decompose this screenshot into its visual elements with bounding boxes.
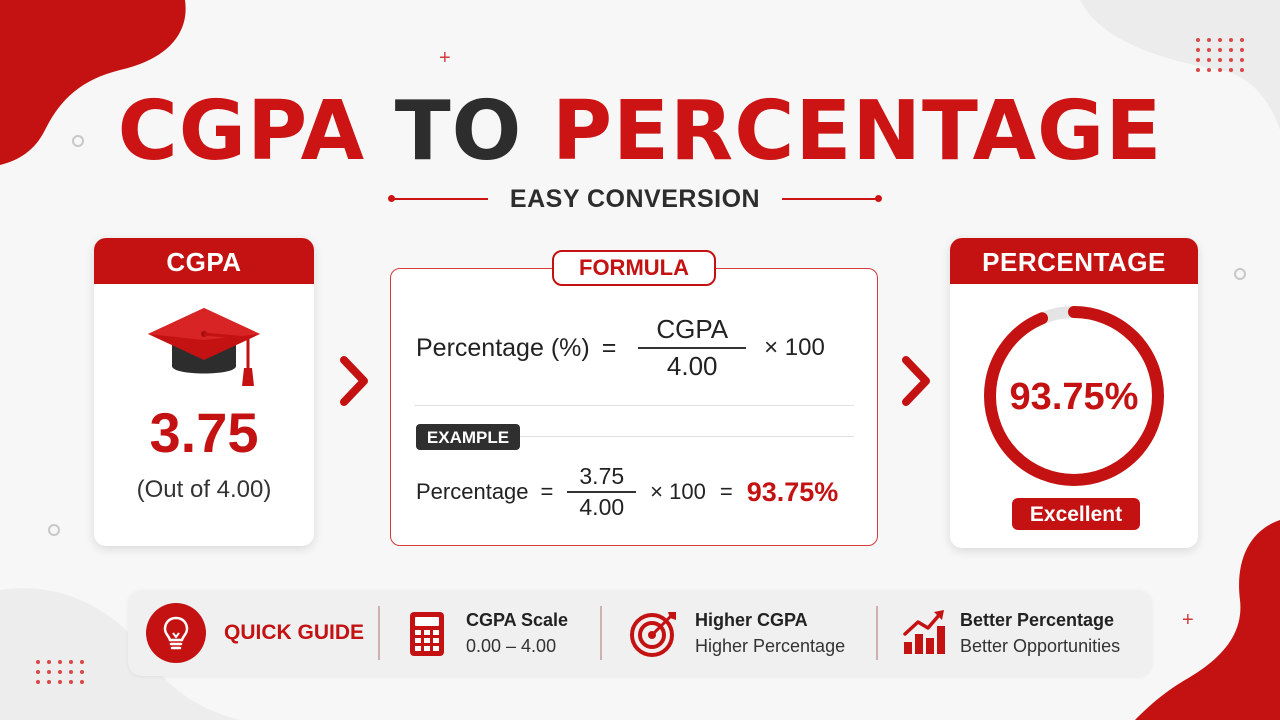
cgpa-scale: (Out of 4.00) — [136, 476, 272, 503]
title-cgpa: CGPA — [117, 84, 366, 179]
red-blob-bottom-right — [1135, 520, 1280, 720]
guide-separator — [378, 606, 380, 660]
graduation-cap-icon — [148, 308, 260, 386]
guide-item-title: Better Percentage — [960, 610, 1115, 630]
calculator-icon — [410, 612, 444, 656]
plus-decoration: + — [439, 47, 451, 69]
status-badge: Excellent — [1012, 498, 1140, 530]
subtitle-line-right — [782, 195, 882, 202]
dot-grid-decoration — [1196, 38, 1245, 72]
plus-decoration: + — [1182, 609, 1194, 631]
example-lhs: Percentage — [416, 479, 529, 504]
guide-item-subtitle: 0.00 – 4.00 — [466, 636, 557, 656]
guide-item-subtitle: Better Opportunities — [960, 636, 1121, 656]
cgpa-value: 3.75 — [149, 401, 259, 464]
cgpa-card: CGPA 3.75 (Out of 4.00) — [94, 238, 314, 546]
example-numerator: 3.75 — [579, 463, 625, 489]
formula-row: Percentage (%) = CGPA 4.00 × 100 — [416, 312, 843, 384]
progress-ring-fill — [984, 306, 1164, 486]
example-equals: = — [540, 479, 554, 504]
cgpa-card-header: CGPA — [94, 238, 314, 284]
fraction-bar — [567, 491, 637, 493]
guide-item-title: CGPA Scale — [466, 610, 569, 630]
example-tag: EXAMPLE — [416, 424, 520, 450]
fraction-bar — [638, 347, 747, 349]
page-title: CGPA TO PERCENTAGE — [0, 84, 1280, 179]
formula-numerator: CGPA — [656, 314, 729, 344]
target-icon — [630, 612, 676, 657]
lightbulb-icon — [146, 603, 206, 663]
percentage-card: PERCENTAGE 93.75% Excellent — [950, 238, 1198, 548]
subtitle: EASY CONVERSION — [509, 184, 761, 213]
formula-lhs: Percentage (%) — [416, 333, 590, 362]
chevron-right-icon — [340, 356, 368, 406]
example-denominator: 4.00 — [579, 494, 625, 520]
dot-grid-decoration — [36, 660, 85, 684]
quick-guide-bar: QUICK GUIDE CGPA Scale 0.00 – 4.00 Highe… — [128, 590, 1152, 676]
formula-card — [390, 268, 878, 546]
formula-divider — [414, 405, 854, 406]
subtitle-row: EASY CONVERSION — [388, 182, 882, 216]
guide-separator — [600, 606, 602, 660]
title-percentage: PERCENTAGE — [551, 84, 1163, 179]
growth-chart-icon — [903, 610, 945, 654]
guide-separator — [876, 606, 878, 660]
example-equals-result: = — [719, 479, 733, 504]
red-blob-top-left — [0, 0, 186, 165]
ring-decoration — [72, 135, 84, 147]
quick-guide-title: QUICK GUIDE — [224, 621, 365, 644]
example-divider — [520, 436, 854, 437]
guide-item-title: Higher CGPA — [695, 610, 808, 630]
formula-multiply: × 100 — [764, 334, 825, 361]
formula-equals: = — [601, 333, 617, 362]
formula-fraction: CGPA 4.00 — [638, 312, 747, 384]
title-to: TO — [394, 84, 523, 179]
example-row: Percentage = 3.75 4.00 × 100 = 93.75% — [416, 460, 838, 524]
formula-tag: FORMULA — [552, 250, 716, 286]
example-multiply: × 100 — [650, 479, 706, 504]
percentage-card-header: PERCENTAGE — [950, 238, 1198, 284]
ring-decoration — [1234, 268, 1246, 280]
formula-denominator: 4.00 — [666, 351, 718, 381]
guide-item-subtitle: Higher Percentage — [695, 636, 846, 656]
example-fraction: 3.75 4.00 — [567, 462, 637, 522]
progress-ring — [984, 306, 1164, 486]
background-blob-top-right — [1080, 0, 1280, 130]
percentage-value: 93.75% — [1009, 376, 1139, 418]
ring-decoration — [48, 524, 60, 536]
chevron-right-icon — [902, 356, 930, 406]
example-result: 93.75% — [746, 476, 839, 507]
subtitle-line-left — [388, 195, 488, 202]
background-blob-bottom-left — [0, 588, 240, 720]
